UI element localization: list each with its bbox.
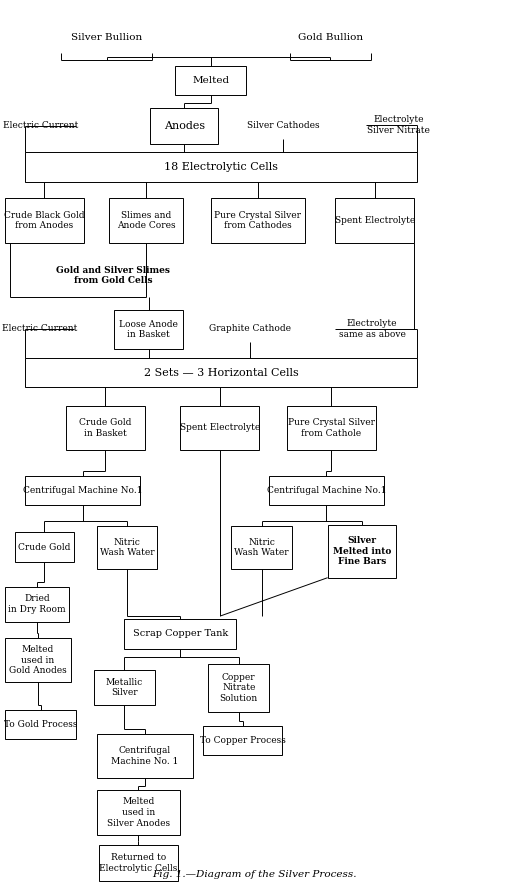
Text: Fig. 1.—Diagram of the Silver Process.: Fig. 1.—Diagram of the Silver Process.	[152, 870, 356, 879]
FancyBboxPatch shape	[97, 790, 180, 835]
FancyBboxPatch shape	[5, 198, 84, 243]
Text: Centrifugal Machine No.1: Centrifugal Machine No.1	[267, 486, 386, 495]
FancyBboxPatch shape	[335, 198, 414, 243]
Text: Silver Cathodes: Silver Cathodes	[247, 121, 320, 130]
FancyBboxPatch shape	[269, 476, 384, 505]
FancyBboxPatch shape	[25, 476, 140, 505]
Text: Silver
Melted into
Fine Bars: Silver Melted into Fine Bars	[333, 536, 391, 566]
FancyBboxPatch shape	[25, 152, 417, 182]
FancyBboxPatch shape	[287, 406, 376, 450]
FancyBboxPatch shape	[203, 726, 282, 755]
FancyBboxPatch shape	[25, 358, 417, 387]
Text: Nitric
Wash Water: Nitric Wash Water	[100, 538, 154, 557]
Text: Gold Bullion: Gold Bullion	[298, 33, 363, 43]
Text: Melted
used in
Gold Anodes: Melted used in Gold Anodes	[9, 645, 67, 675]
FancyBboxPatch shape	[114, 310, 183, 349]
Text: Centrifugal
Machine No. 1: Centrifugal Machine No. 1	[111, 746, 178, 766]
FancyBboxPatch shape	[97, 734, 193, 778]
Text: Scrap Copper Tank: Scrap Copper Tank	[133, 629, 228, 639]
Text: Centrifugal Machine No.1: Centrifugal Machine No.1	[23, 486, 142, 495]
Text: Slimes and
Anode Cores: Slimes and Anode Cores	[117, 211, 175, 230]
FancyBboxPatch shape	[5, 587, 69, 622]
Text: Copper
Nitrate
Solution: Copper Nitrate Solution	[219, 672, 258, 703]
Text: Graphite Cathode: Graphite Cathode	[209, 324, 291, 333]
Text: Returned to
Electrolytic Cells: Returned to Electrolytic Cells	[99, 853, 178, 873]
Text: Crude Black Gold
from Anodes: Crude Black Gold from Anodes	[4, 211, 85, 230]
FancyBboxPatch shape	[99, 845, 178, 881]
Text: 18 Electrolytic Cells: 18 Electrolytic Cells	[164, 162, 278, 172]
FancyBboxPatch shape	[97, 526, 157, 569]
Text: Anodes: Anodes	[164, 120, 205, 131]
FancyBboxPatch shape	[180, 406, 259, 450]
Text: Crude Gold
in Basket: Crude Gold in Basket	[79, 418, 132, 438]
FancyBboxPatch shape	[109, 198, 183, 243]
FancyBboxPatch shape	[208, 664, 269, 712]
Text: Electrolyte
Silver Nitrate: Electrolyte Silver Nitrate	[367, 115, 430, 135]
FancyBboxPatch shape	[211, 198, 305, 243]
FancyBboxPatch shape	[94, 670, 155, 705]
Text: To Copper Process: To Copper Process	[200, 735, 285, 745]
Text: To Gold Process: To Gold Process	[4, 719, 77, 729]
Text: Spent Electrolyte: Spent Electrolyte	[180, 424, 260, 432]
Text: Electric Current: Electric Current	[2, 324, 77, 333]
Text: Melted: Melted	[192, 75, 230, 85]
FancyBboxPatch shape	[150, 108, 218, 144]
Text: Gold and Silver Slimes
from Gold Cells: Gold and Silver Slimes from Gold Cells	[56, 266, 170, 285]
Text: Loose Anode
in Basket: Loose Anode in Basket	[119, 320, 178, 339]
Text: Electrolyte
same as above: Electrolyte same as above	[339, 319, 405, 338]
FancyBboxPatch shape	[175, 66, 246, 95]
Text: Pure Crystal Silver
from Cathole: Pure Crystal Silver from Cathole	[288, 418, 375, 438]
Text: Nitric
Wash Water: Nitric Wash Water	[234, 538, 289, 557]
FancyBboxPatch shape	[231, 526, 292, 569]
FancyBboxPatch shape	[5, 638, 71, 682]
FancyBboxPatch shape	[15, 532, 74, 562]
Text: Melted
used in
Silver Anodes: Melted used in Silver Anodes	[107, 797, 170, 828]
Text: Pure Crystal Silver
from Cathodes: Pure Crystal Silver from Cathodes	[214, 211, 301, 230]
Text: Crude Gold: Crude Gold	[18, 542, 71, 552]
Text: Spent Electrolyte: Spent Electrolyte	[335, 216, 415, 225]
FancyBboxPatch shape	[124, 619, 236, 649]
FancyBboxPatch shape	[66, 406, 145, 450]
Text: Electric Current: Electric Current	[3, 121, 78, 130]
Text: Silver Bullion: Silver Bullion	[71, 33, 142, 43]
FancyBboxPatch shape	[5, 710, 76, 739]
Text: Dried
in Dry Room: Dried in Dry Room	[8, 595, 66, 614]
Text: Metallic
Silver: Metallic Silver	[106, 678, 143, 697]
Text: 2 Sets — 3 Horizontal Cells: 2 Sets — 3 Horizontal Cells	[144, 368, 298, 377]
FancyBboxPatch shape	[328, 525, 396, 578]
